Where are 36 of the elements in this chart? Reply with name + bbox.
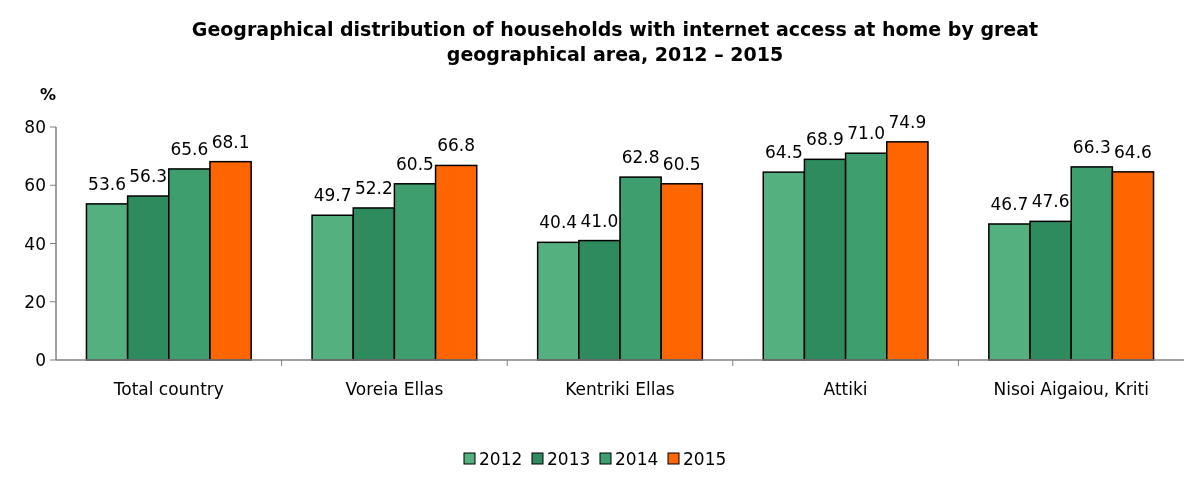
legend-label: 2013 bbox=[547, 449, 591, 469]
data-label: 71.0 bbox=[847, 123, 886, 144]
data-label: 49.7 bbox=[313, 185, 352, 206]
x-tick-label: Total country bbox=[112, 379, 224, 399]
data-label: 60.5 bbox=[396, 153, 434, 174]
data-label: 65.6 bbox=[170, 138, 209, 159]
y-tick-label: 60 bbox=[24, 175, 46, 196]
y-tick-label: 40 bbox=[24, 233, 46, 254]
data-label: 60.5 bbox=[662, 153, 701, 174]
legend-label: 2012 bbox=[479, 449, 523, 469]
data-label: 66.8 bbox=[437, 135, 476, 156]
y-axis-title: % bbox=[39, 85, 57, 104]
data-label: 64.6 bbox=[1114, 141, 1152, 162]
data-label: 68.1 bbox=[211, 131, 250, 152]
data-label: 68.9 bbox=[806, 129, 844, 150]
data-label: 66.3 bbox=[1072, 136, 1111, 157]
legend-label: 2015 bbox=[683, 449, 727, 469]
y-tick-label: 20 bbox=[24, 291, 46, 312]
data-label: 64.5 bbox=[764, 142, 803, 163]
x-tick-label: Nisoi Aigaiou, Kriti bbox=[993, 379, 1149, 399]
data-label: 62.8 bbox=[621, 147, 660, 168]
data-label: 46.7 bbox=[990, 193, 1029, 214]
data-label: 74.9 bbox=[888, 111, 927, 132]
data-label: 40.4 bbox=[539, 212, 578, 233]
x-tick-label: Kentriki Ellas bbox=[565, 379, 675, 399]
legend-label: 2014 bbox=[615, 449, 659, 469]
data-label: 47.6 bbox=[1031, 191, 1070, 212]
data-label: 52.2 bbox=[354, 177, 393, 198]
x-tick-label: Voreia Ellas bbox=[345, 379, 444, 399]
chart-title: Geographical distribution of households with internet access at home by great geographical area, 2012 – 2015 bbox=[191, 18, 1039, 65]
x-tick-label: Attiki bbox=[823, 379, 868, 399]
data-label: 53.6 bbox=[88, 173, 126, 194]
data-label: 56.3 bbox=[129, 166, 168, 187]
y-tick-label: 0 bbox=[35, 350, 46, 370]
y-tick-label: 80 bbox=[24, 117, 46, 137]
data-label: 41.0 bbox=[580, 210, 619, 231]
